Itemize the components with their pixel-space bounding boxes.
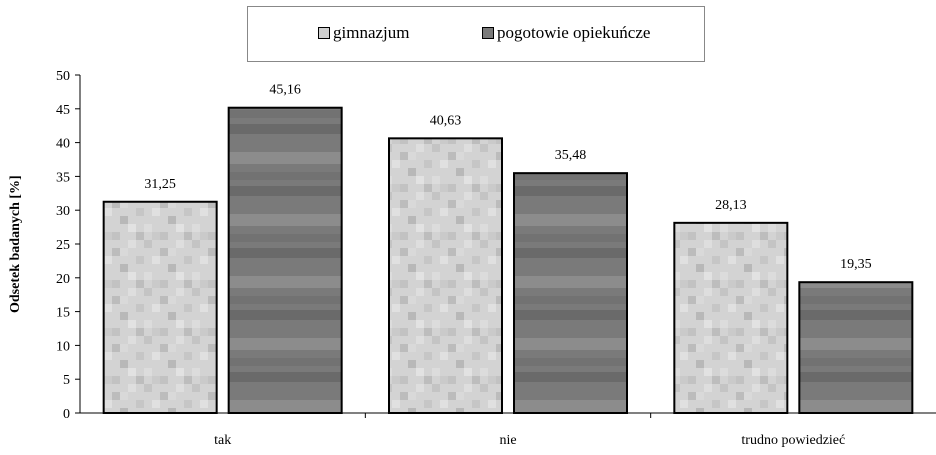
bar-pogotowie xyxy=(227,106,343,414)
bars xyxy=(102,106,914,415)
y-tick-label: 30 xyxy=(56,204,70,219)
bar-gimnazjum xyxy=(102,200,218,414)
data-label: 19,35 xyxy=(840,257,872,272)
legend: gimnazjum pogotowie opiekuńcze xyxy=(247,6,705,62)
bar-pogotowie xyxy=(513,172,628,414)
y-tick-label: 50 xyxy=(56,69,70,84)
x-tick-label: trudno powiedzieć xyxy=(741,433,845,448)
x-tick-label: tak xyxy=(214,433,231,448)
axes: 0 5 10 15 20 25 30 35 40 45 50 tak nie trudno powiedz… xyxy=(56,69,936,448)
y-tick-label: 15 xyxy=(56,306,70,321)
legend-label-gimnazjum: gimnazjum xyxy=(333,23,410,42)
data-label: 31,25 xyxy=(144,177,176,192)
y-tick-label: 5 xyxy=(63,373,70,388)
y-tick-label: 35 xyxy=(56,170,70,185)
data-labels: 31,25 45,16 40,63 35,48 28,13 19,35 xyxy=(144,83,871,272)
y-tick-label: 0 xyxy=(63,407,70,422)
data-label: 28,13 xyxy=(715,198,747,213)
y-tick-label: 40 xyxy=(56,137,70,152)
bar-pogotowie xyxy=(798,281,914,414)
bar-gimnazjum xyxy=(388,137,503,415)
legend-item-gimnazjum: gimnazjum xyxy=(318,23,409,43)
legend-swatch-gimnazjum xyxy=(318,27,330,39)
legend-label-pogotowie: pogotowie opiekuńcze xyxy=(497,23,651,42)
bar-gimnazjum xyxy=(673,221,789,414)
y-tick-label: 45 xyxy=(56,103,70,118)
y-tick-label: 20 xyxy=(56,272,70,287)
y-tick-label: 25 xyxy=(56,238,70,253)
data-label: 35,48 xyxy=(555,148,587,163)
legend-item-pogotowie: pogotowie opiekuńcze xyxy=(482,23,650,43)
y-tick-label: 10 xyxy=(56,339,70,354)
x-tick-label: nie xyxy=(499,433,516,448)
y-axis-title: Odsetek badanych [%] xyxy=(8,175,23,313)
legend-swatch-pogotowie xyxy=(482,27,494,39)
data-label: 40,63 xyxy=(430,113,462,128)
data-label: 45,16 xyxy=(269,83,301,98)
